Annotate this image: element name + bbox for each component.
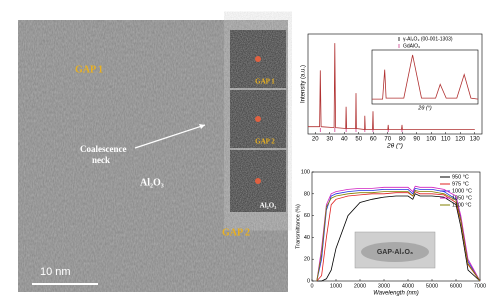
x-tick-label: 80 <box>399 137 406 143</box>
x-tick-label: 2000 <box>354 283 366 289</box>
fft-center <box>255 56 261 62</box>
x-tick-label: 70 <box>384 137 391 143</box>
x-axis-label: 2θ (°) <box>417 105 432 111</box>
y-axis-label: Transmittance (%) <box>295 204 301 249</box>
x-tick-label: 60 <box>370 137 377 143</box>
fft-center <box>255 178 261 184</box>
y-tick-label: 80 <box>304 191 310 197</box>
x-tick-label: 1000 <box>330 283 342 289</box>
y-tick-label: 20 <box>304 257 310 263</box>
legend-label: 1050 °C <box>452 195 472 201</box>
legend-label: 1000 °C <box>452 188 472 194</box>
inset-label: GAP 1 <box>255 78 275 86</box>
x-tick-label: 40 <box>341 137 348 143</box>
x-axis-label: Wavelength (nm) <box>373 291 419 297</box>
x-tick-label: 50 <box>355 137 362 143</box>
x-tick-label: 4000 <box>402 283 414 289</box>
tem-label: GAP 1 <box>75 64 103 75</box>
photo-label: GAP-Al₂O₃ <box>377 249 413 256</box>
x-tick-label: 110 <box>441 137 451 143</box>
x-tick-label: 120 <box>455 137 466 143</box>
x-tick-label: 30 <box>326 137 333 143</box>
neck-label: Coalescence <box>80 144 126 154</box>
legend-label: γ-Al₂O₃ (00-001-1303) <box>403 36 453 42</box>
x-tick-label: 130 <box>470 137 481 143</box>
figure: GAP 1 Al₂O₃ GAP 2 Coalescence neck GAP 1… <box>0 0 486 300</box>
tem-label: GAP 2 <box>222 227 250 238</box>
x-tick-label: 20 <box>312 137 319 143</box>
y-tick-label: 100 <box>301 169 310 175</box>
x-axis-label: 2θ (°) <box>386 142 403 150</box>
plot-frame <box>372 50 478 104</box>
x-tick-label: 3000 <box>378 283 390 289</box>
y-tick-label: 40 <box>304 235 310 241</box>
tem-label: Al₂O₃ <box>140 177 164 188</box>
legend-label: GdAlO₃ <box>403 43 420 49</box>
x-tick-label: 5000 <box>426 283 438 289</box>
scale-label: 10 nm <box>40 266 71 278</box>
neck-label: neck <box>92 155 110 165</box>
x-tick-label: 0 <box>310 283 313 289</box>
x-tick-label: 90 <box>413 137 420 143</box>
y-axis-label: Intensity (a.u.) <box>301 65 307 103</box>
legend-label: 975 °C <box>452 181 469 187</box>
inset-label: Al₂O₃ <box>260 202 277 210</box>
x-tick-label: 6000 <box>450 283 462 289</box>
tem-image: GAP 1 Al₂O₃ GAP 2 Coalescence neck GAP 1… <box>18 20 288 292</box>
legend-label: 950 °C <box>452 174 469 180</box>
x-tick-label: 100 <box>426 137 437 143</box>
legend-label: 1100 °C <box>452 202 472 208</box>
fft-center <box>255 116 261 122</box>
y-tick-label: 60 <box>304 213 310 219</box>
y-tick-label: 0 <box>307 278 310 284</box>
inset-label: GAP 2 <box>255 138 275 146</box>
x-tick-label: 7000 <box>474 283 486 289</box>
